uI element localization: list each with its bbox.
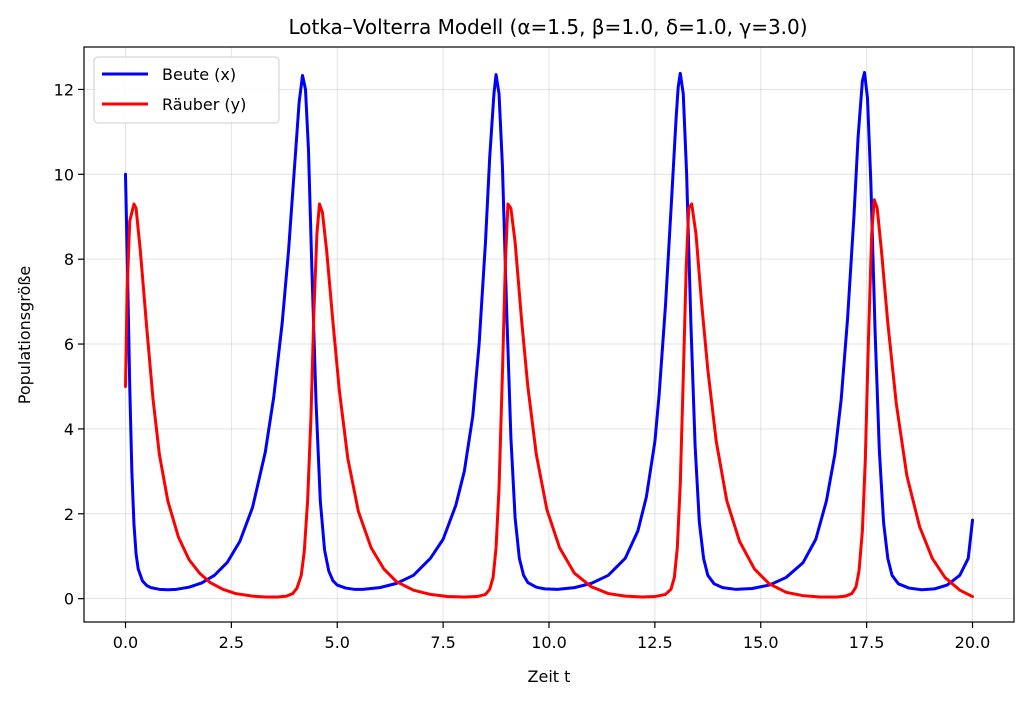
tick-layer: 0.0 2.5 5.0 7.5 10.0 12.5 15.0 17.5 20.0 0 2 4 6 8 10 1… bbox=[54, 80, 991, 652]
legend-label-raeuber: Räuber (y) bbox=[162, 95, 246, 114]
y-tick-label: 6 bbox=[64, 335, 74, 354]
x-tick-label: 12.5 bbox=[637, 633, 673, 652]
chart-title: Lotka–Volterra Modell (α=1.5, β=1.0, δ=1… bbox=[288, 15, 807, 39]
series-line-raeuber bbox=[124, 198, 974, 599]
x-tick-label: 17.5 bbox=[849, 633, 885, 652]
y-tick-label: 12 bbox=[54, 80, 74, 99]
x-axis-label: Zeit t bbox=[528, 667, 571, 686]
y-tick-label: 2 bbox=[64, 505, 74, 524]
series-line-beute bbox=[124, 70, 974, 592]
y-tick-label: 0 bbox=[64, 590, 74, 609]
x-tick-label: 5.0 bbox=[325, 633, 350, 652]
x-tick-label: 10.0 bbox=[531, 633, 567, 652]
legend-label-beute: Beute (x) bbox=[162, 65, 236, 84]
series-layer bbox=[124, 70, 974, 599]
x-tick-label: 20.0 bbox=[955, 633, 991, 652]
x-tick-label: 7.5 bbox=[430, 633, 455, 652]
x-tick-label: 15.0 bbox=[743, 633, 779, 652]
y-tick-label: 8 bbox=[64, 250, 74, 269]
x-tick-label: 2.5 bbox=[219, 633, 244, 652]
x-tick-label: 0.0 bbox=[113, 633, 138, 652]
y-tick-label: 10 bbox=[54, 165, 74, 184]
legend: Beute (x) Räuber (y) bbox=[93, 56, 280, 124]
y-tick-label: 4 bbox=[64, 420, 74, 439]
y-axis-label: Populationsgröße bbox=[15, 266, 34, 405]
